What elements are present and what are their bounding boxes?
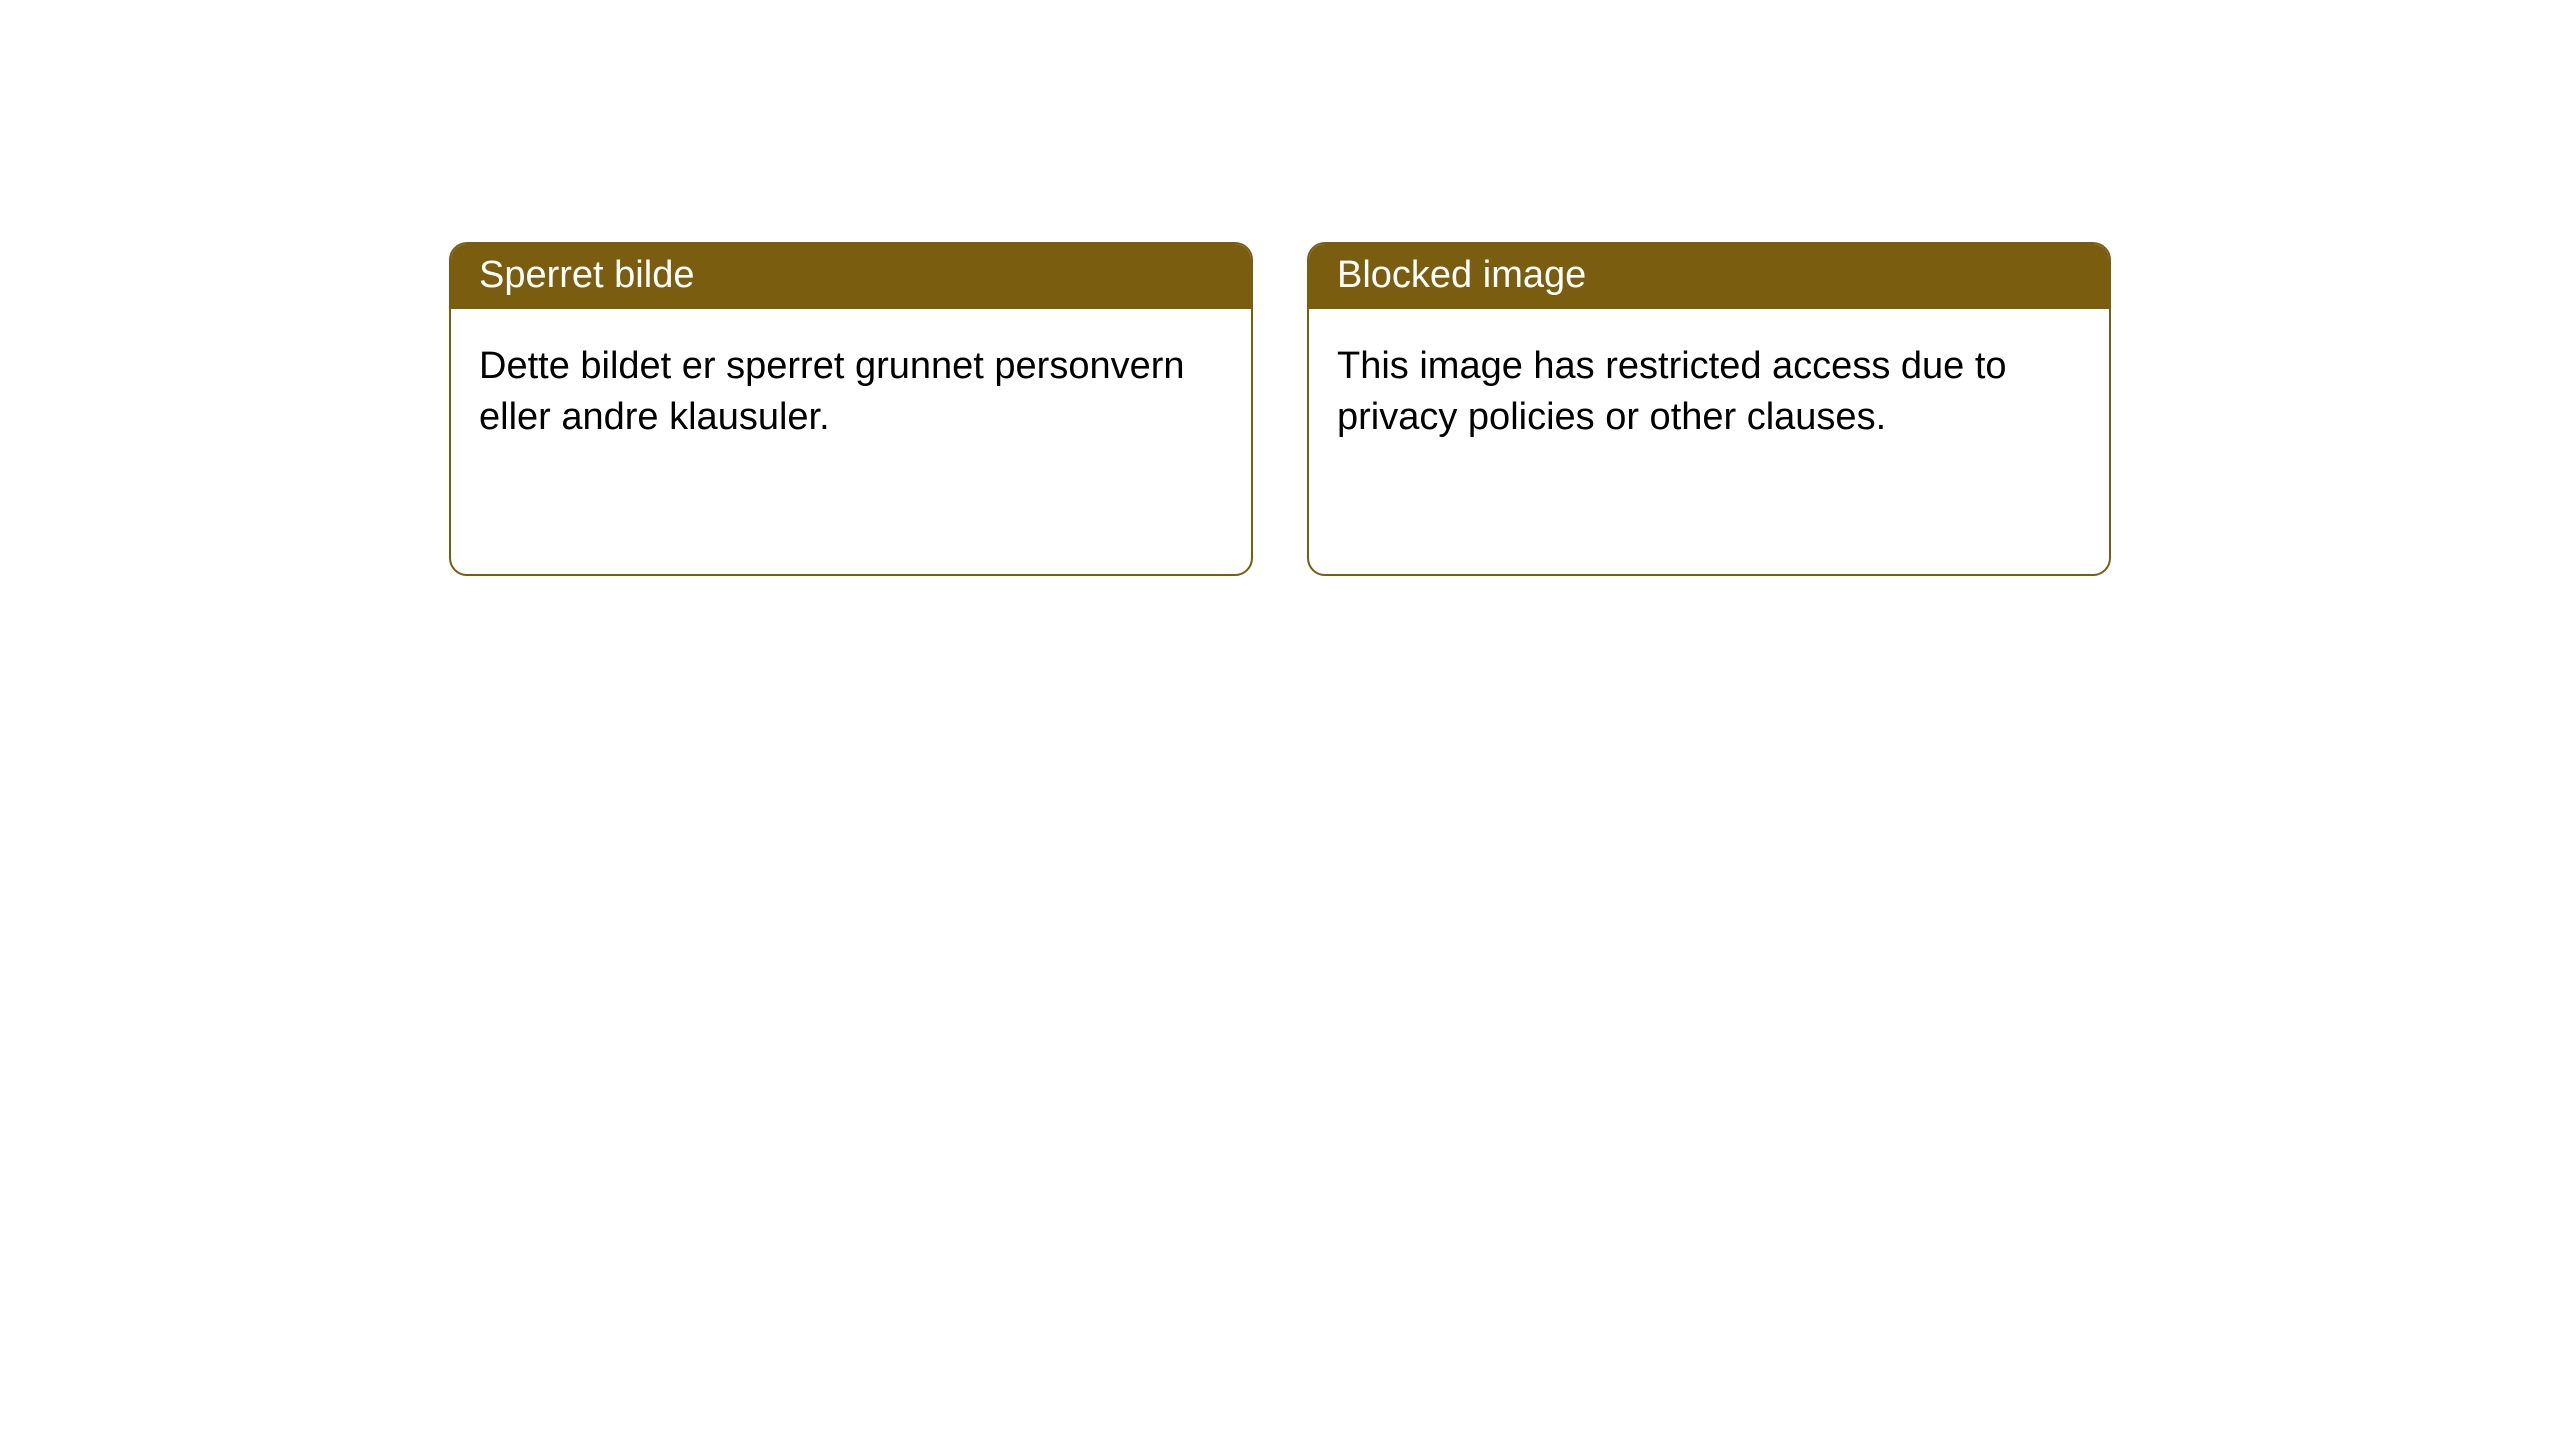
notice-card-english: Blocked image This image has restricted … [1307,242,2111,576]
notice-card-norwegian: Sperret bilde Dette bildet er sperret gr… [449,242,1253,576]
notice-body: This image has restricted access due to … [1309,309,2109,476]
notice-header: Sperret bilde [451,244,1251,309]
notice-body: Dette bildet er sperret grunnet personve… [451,309,1251,476]
notice-container: Sperret bilde Dette bildet er sperret gr… [0,0,2560,576]
notice-header: Blocked image [1309,244,2109,309]
